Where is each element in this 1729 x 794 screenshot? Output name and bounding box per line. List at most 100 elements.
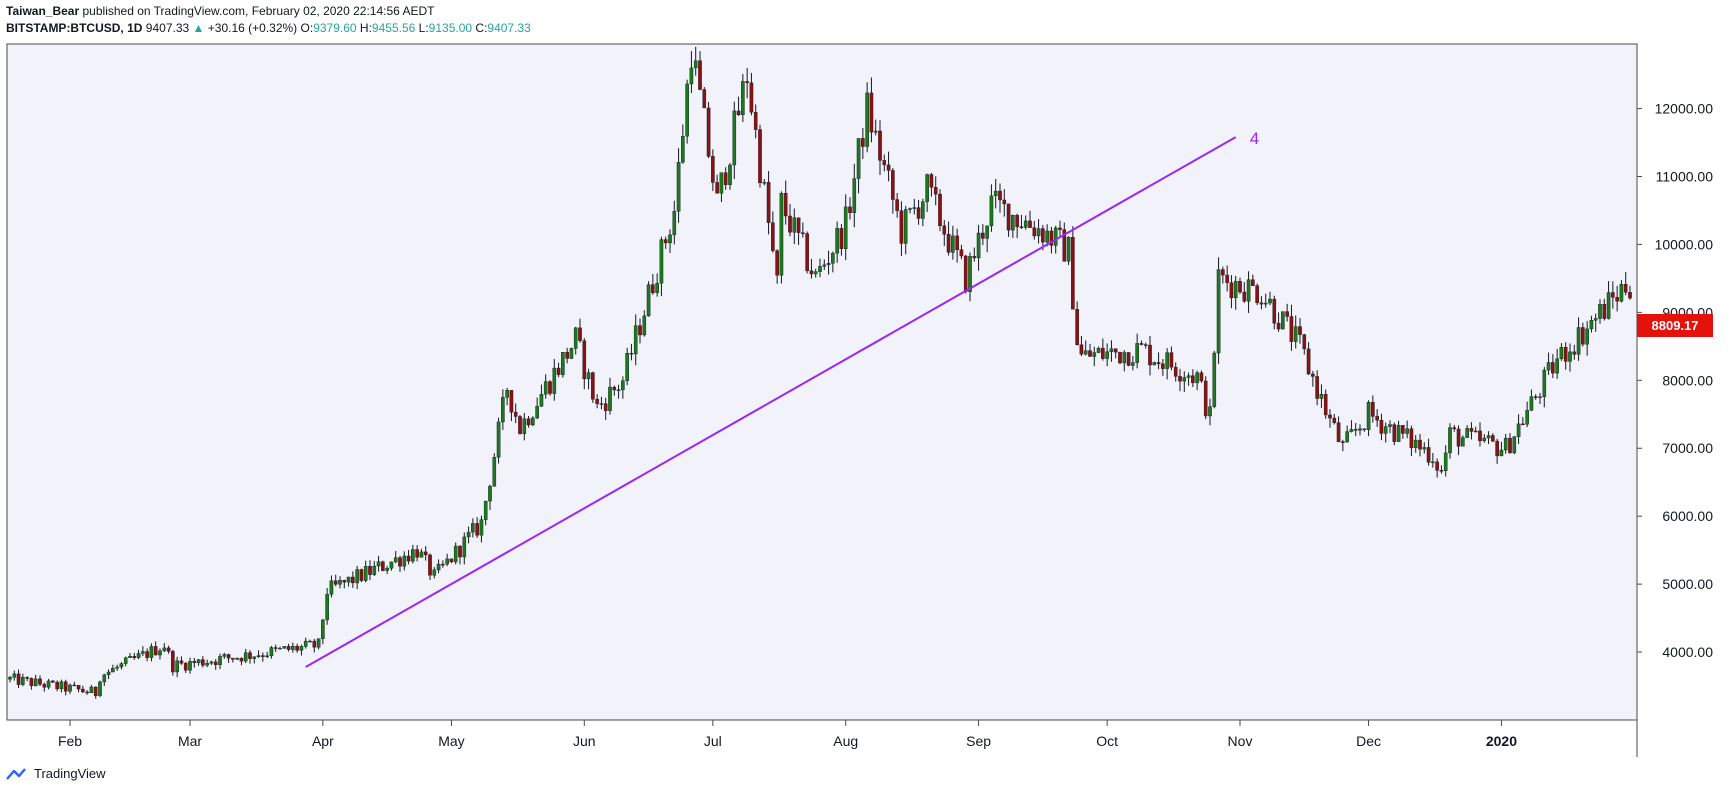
time-tick-label: Jul bbox=[704, 733, 722, 749]
candle-body bbox=[1619, 284, 1624, 302]
publisher-name[interactable]: Taiwan_Bear bbox=[6, 4, 80, 18]
candle bbox=[1435, 458, 1439, 478]
candle bbox=[218, 653, 222, 670]
time-axis[interactable]: Feb Mar Apr May Jun Jul Aug Sep Oct Nov Dec 2020 bbox=[58, 720, 1517, 749]
candle-body bbox=[1473, 430, 1478, 433]
candle-body bbox=[475, 523, 479, 536]
candle bbox=[406, 550, 411, 565]
candle bbox=[959, 244, 964, 260]
candle-body bbox=[261, 655, 265, 657]
candle-body bbox=[1383, 426, 1388, 434]
time-tick-label: Aug bbox=[833, 733, 858, 749]
candle bbox=[1101, 338, 1105, 361]
candle-body bbox=[1482, 437, 1487, 442]
candle bbox=[385, 565, 389, 575]
candle-body bbox=[1131, 362, 1135, 366]
candle-body bbox=[1178, 376, 1182, 382]
candle bbox=[1058, 220, 1062, 238]
candle-body bbox=[1315, 376, 1319, 399]
candle bbox=[381, 560, 385, 572]
candle bbox=[1251, 274, 1255, 286]
candle-body bbox=[1409, 428, 1414, 448]
candle bbox=[286, 643, 291, 652]
candle bbox=[33, 674, 38, 687]
candle bbox=[775, 249, 779, 284]
candle bbox=[393, 550, 398, 564]
candle bbox=[968, 252, 972, 302]
candle-body bbox=[235, 657, 239, 660]
candle-body bbox=[719, 172, 724, 194]
candle-body bbox=[205, 663, 209, 666]
candle-body bbox=[1053, 227, 1058, 246]
candle-body bbox=[642, 315, 647, 336]
price-tick-label: 12000.00 bbox=[1655, 101, 1714, 117]
candle-body bbox=[599, 403, 604, 405]
candle-body bbox=[946, 234, 951, 253]
candle bbox=[1401, 425, 1405, 439]
candle-body bbox=[1263, 302, 1268, 305]
candle bbox=[55, 680, 59, 692]
candle-body bbox=[1088, 350, 1092, 357]
candle bbox=[882, 154, 887, 172]
candle-body bbox=[595, 398, 599, 404]
candle bbox=[831, 251, 835, 273]
candle bbox=[745, 67, 749, 99]
candle-body bbox=[1405, 428, 1409, 434]
candle bbox=[1611, 281, 1615, 309]
candle bbox=[471, 518, 475, 538]
price-axis[interactable]: 4000.005000.006000.007000.008000.009000.… bbox=[1637, 101, 1713, 661]
plot-area[interactable] bbox=[6, 43, 1638, 721]
low-label: L: bbox=[418, 21, 429, 35]
candle bbox=[1495, 438, 1499, 464]
candle-body bbox=[1259, 302, 1264, 305]
symbol-label[interactable]: BITSTAMP:BTCUSD, 1D bbox=[6, 21, 143, 35]
candle-body bbox=[231, 657, 235, 660]
candle bbox=[1272, 295, 1277, 330]
candle-body bbox=[578, 327, 582, 341]
candle-body bbox=[608, 386, 612, 411]
candle-body bbox=[55, 682, 59, 690]
candle-body bbox=[805, 233, 809, 271]
candle bbox=[946, 221, 951, 256]
candle bbox=[1409, 425, 1414, 456]
candle bbox=[681, 124, 685, 164]
candle-body bbox=[29, 678, 34, 687]
candle bbox=[1268, 291, 1272, 306]
candle bbox=[646, 281, 651, 317]
candle bbox=[993, 179, 998, 209]
candle bbox=[698, 51, 702, 91]
candle bbox=[835, 221, 839, 263]
candle bbox=[1122, 350, 1127, 372]
candle bbox=[989, 184, 994, 232]
footer-brand[interactable]: TradingView bbox=[6, 766, 106, 781]
candle bbox=[1512, 436, 1517, 455]
candle-body bbox=[1341, 441, 1345, 443]
candle bbox=[1568, 343, 1572, 372]
candle-body bbox=[239, 657, 244, 662]
candle bbox=[1349, 420, 1354, 433]
candle bbox=[1109, 340, 1114, 362]
candle-body bbox=[466, 531, 471, 538]
candle bbox=[895, 192, 899, 218]
candle bbox=[145, 648, 149, 662]
candle-body bbox=[33, 678, 38, 687]
candle bbox=[543, 374, 548, 399]
candle bbox=[398, 555, 402, 573]
candle bbox=[372, 561, 377, 577]
candle-body bbox=[1045, 230, 1049, 243]
candle bbox=[509, 390, 514, 422]
candle-body bbox=[248, 652, 252, 659]
candle bbox=[1418, 433, 1422, 457]
candle-body bbox=[1572, 351, 1577, 355]
time-tick-label: Feb bbox=[58, 733, 82, 749]
candle bbox=[1281, 311, 1285, 330]
candle-body bbox=[175, 660, 179, 673]
candle bbox=[612, 385, 617, 396]
candle bbox=[1486, 431, 1491, 445]
trendline-group[interactable]: 4 bbox=[305, 129, 1259, 668]
trendline[interactable] bbox=[305, 136, 1237, 668]
candle-body bbox=[406, 555, 411, 562]
candle-body bbox=[1041, 228, 1045, 243]
candle-body bbox=[1323, 393, 1328, 416]
